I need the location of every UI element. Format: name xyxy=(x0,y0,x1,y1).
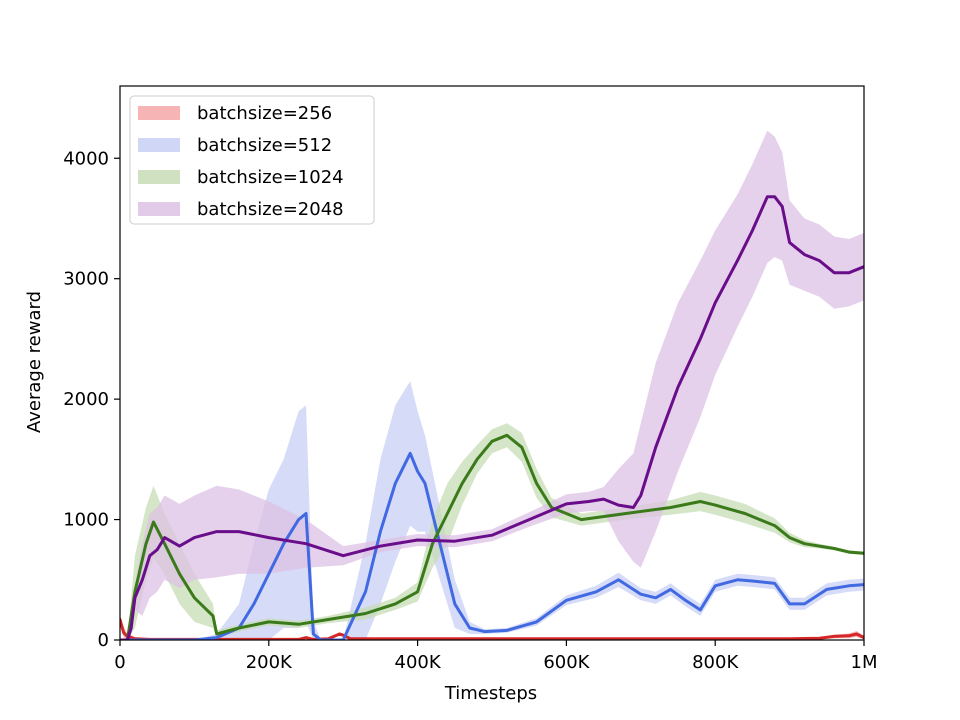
series-2-line xyxy=(120,451,864,640)
x-axis-ticks: 0 200K 400K 600K 800K 1M xyxy=(114,640,877,673)
x-tick-label: 200K xyxy=(246,652,293,673)
y-tick-label: 3000 xyxy=(63,269,109,290)
legend-label: batchsize=512 xyxy=(197,135,332,156)
series-3-band xyxy=(120,423,864,640)
legend: batchsize=256 batchsize=512 batchsize=1024… xyxy=(129,95,375,225)
plot-frame xyxy=(119,85,865,641)
x-tick-label: 0 xyxy=(114,652,125,673)
x-tick-label: 800K xyxy=(692,652,739,673)
y-tick-label: 2000 xyxy=(63,389,109,410)
series-3-line xyxy=(120,433,864,640)
axes xyxy=(119,85,865,641)
y-axis-label: Average reward xyxy=(24,291,45,433)
y-tick-label: 0 xyxy=(98,630,109,651)
series-lines xyxy=(120,195,864,640)
legend-label: batchsize=256 xyxy=(197,103,332,124)
confidence-bands xyxy=(120,130,864,640)
x-tick-label: 600K xyxy=(543,652,590,673)
legend-box xyxy=(129,95,375,225)
legend-swatch xyxy=(138,202,180,216)
y-tick-label: 4000 xyxy=(63,148,109,169)
legend-swatch xyxy=(138,106,180,120)
legend-label: batchsize=1024 xyxy=(197,167,344,188)
x-tick-label: 400K xyxy=(395,652,442,673)
x-axis-label: Timesteps xyxy=(444,683,537,704)
series-4-band xyxy=(120,130,864,640)
y-tick-label: 1000 xyxy=(63,510,109,531)
legend-swatch xyxy=(138,138,180,152)
x-tick-label: 1M xyxy=(851,652,878,673)
y-axis-ticks: 0 1000 2000 3000 4000 xyxy=(63,148,120,651)
series-4-line xyxy=(120,195,864,640)
legend-swatch xyxy=(138,170,180,184)
series-2-band xyxy=(120,381,864,640)
legend-label: batchsize=2048 xyxy=(197,199,344,220)
